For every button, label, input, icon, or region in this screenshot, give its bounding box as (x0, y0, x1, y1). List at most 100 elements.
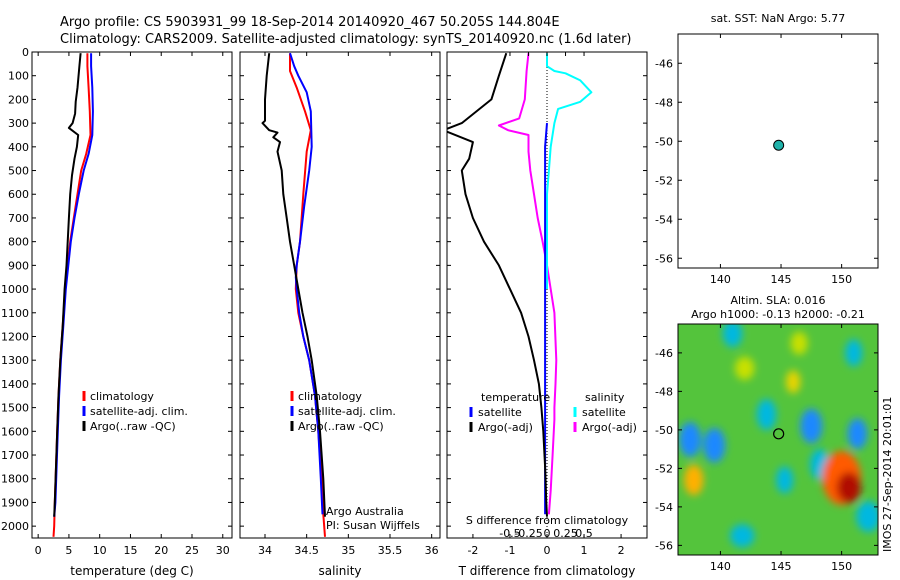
sla-anomaly-blob (800, 408, 823, 444)
sla-ytick-label: -46 (655, 347, 673, 360)
salinity-series-line-2 (261, 53, 326, 517)
position-ytick-label: -52 (655, 174, 673, 187)
sla-anomaly-blob (776, 466, 794, 494)
sla-anomaly-blob (703, 427, 726, 463)
temperature-xtick-label: 5 (65, 544, 72, 557)
temperature-panel: 0100200300400500600700800900100011001200… (1, 46, 233, 578)
temperature-frame (31, 51, 233, 539)
difference-series-line-2 (544, 123, 548, 515)
position-ytick-label: -48 (655, 96, 673, 109)
salinity-legend-label: Argo(..raw -QC) (298, 420, 384, 433)
temperature-series-line-2 (53, 53, 82, 517)
position-ytick-label: -46 (655, 57, 673, 70)
sla-anomaly-blob (730, 524, 755, 548)
depth-tick-label: 0 (22, 46, 29, 59)
sla-anomaly-blob (684, 464, 704, 496)
sla-anomaly-blob (790, 331, 808, 355)
temperature-legend-label: climatology (90, 390, 154, 403)
depth-tick-label: 100 (8, 70, 29, 83)
difference-legend-label: satellite (478, 406, 522, 419)
difference-legend-group-title: salinity (585, 391, 625, 404)
difference-top-axis-tick-label: -0.5 (499, 527, 520, 540)
sla-anomaly-blob (836, 472, 862, 504)
salinity-annotation: PI: Susan Wijffels (326, 519, 420, 532)
depth-tick-label: 900 (8, 259, 29, 272)
depth-tick-label: 1600 (1, 425, 29, 438)
sla-blobs (679, 324, 878, 548)
salinity-annotation: Argo Australia (326, 505, 404, 518)
salinity-xtick-label: 36 (425, 544, 439, 557)
temperature-xtick-label: 20 (154, 544, 168, 557)
temperature-xtick-label: 30 (216, 544, 230, 557)
depth-tick-label: 1800 (1, 473, 29, 486)
sla-title-line2: Argo h1000: -0.13 h2000: -0.21 (691, 308, 865, 321)
depth-tick-label: 1400 (1, 378, 29, 391)
sla-heatmap-group (678, 324, 878, 555)
depth-tick-label: 1000 (1, 283, 29, 296)
difference-top-axis-tick-label: 0 (544, 527, 551, 540)
sla-anomaly-blob (679, 422, 702, 457)
salinity-xtick-label: 34 (258, 544, 272, 557)
position-xtick-label: 145 (771, 273, 792, 286)
position-ytick-label: -54 (655, 213, 673, 226)
imos-side-label: IMOS 27-Sep-2014 20:01:01 (881, 397, 894, 552)
temperature-xtick-label: 10 (93, 544, 107, 557)
difference-legend-label: satellite (582, 406, 626, 419)
depth-tick-label: 200 (8, 93, 29, 106)
sla-anomaly-blob (845, 339, 863, 367)
sla-ytick-label: -56 (655, 539, 673, 552)
position-ytick-label: -50 (655, 135, 673, 148)
salinity-xtick-label: 35 (341, 544, 355, 557)
difference-series-line-3 (447, 52, 548, 517)
depth-tick-label: 2000 (1, 520, 29, 533)
sla-xtick-label: 140 (710, 560, 731, 573)
difference-top-axis-tick-label: -0.25 (514, 527, 542, 540)
difference-top-axis-tick-label: 0.25 (553, 527, 578, 540)
header-title-line2: Climatology: CARS2009. Satellite-adjuste… (60, 32, 632, 47)
salinity-panel: 34 34.5 35 35.5 36 salinity climatology satelli… (239, 51, 441, 578)
depth-tick-label: 1200 (1, 330, 29, 343)
salinity-xtick-label: 34.5 (294, 544, 319, 557)
salinity-xlabel: salinity (318, 564, 361, 578)
sla-frame (677, 323, 879, 556)
depth-tick-label: 1700 (1, 449, 29, 462)
difference-series-line-1 (546, 53, 593, 290)
temperature-xtick-label: 25 (185, 544, 199, 557)
sla-title-line1: Altim. SLA: 0.016 (730, 294, 825, 307)
depth-tick-label: 1100 (1, 307, 29, 320)
difference-panel: -2 -1 0 1 2 T difference from climatology temp… (446, 51, 648, 578)
salinity-legend-label: satellite-adj. clim. (298, 405, 396, 418)
sla-ytick-label: -52 (655, 462, 673, 475)
sla-anomaly-blob (785, 370, 801, 394)
difference-top-axis-label: S difference from climatology (466, 514, 629, 527)
difference-legend-label: Argo(-adj) (478, 421, 533, 434)
difference-top-axis-tick-label: 0.5 (575, 527, 593, 540)
depth-tick-label: 600 (8, 188, 29, 201)
argo-position-marker (773, 428, 785, 440)
sla-anomaly-blob (722, 324, 743, 348)
depth-tick-label: 1500 (1, 402, 29, 415)
position-xtick-label: 140 (710, 273, 731, 286)
position-title: sat. SST: NaN Argo: 5.77 (711, 12, 845, 25)
depth-tick-label: 1300 (1, 354, 29, 367)
difference-xtick-label: -2 (467, 544, 478, 557)
depth-tick-label: 300 (8, 117, 29, 130)
sla-anomaly-blob (734, 356, 755, 380)
sla-ytick-label: -54 (655, 501, 673, 514)
difference-legend-label: Argo(-adj) (582, 421, 637, 434)
temperature-xlabel: temperature (deg C) (70, 564, 193, 578)
sla-xtick-label: 150 (831, 560, 852, 573)
depth-tick-label: 500 (8, 165, 29, 178)
position-frame (677, 33, 879, 269)
salinity-xtick-label: 35.5 (378, 544, 403, 557)
sla-ytick-label: -50 (655, 424, 673, 437)
depth-tick-label: 1900 (1, 496, 29, 509)
temperature-legend-label: satellite-adj. clim. (90, 405, 188, 418)
salinity-series-group (261, 52, 326, 537)
sla-anomaly-blob (847, 418, 868, 450)
difference-series-group (447, 52, 593, 517)
argo-float-position-marker (773, 139, 785, 151)
salinity-frame (239, 51, 441, 539)
temperature-xtick-label: 15 (123, 544, 137, 557)
depth-tick-label: 800 (8, 236, 29, 249)
